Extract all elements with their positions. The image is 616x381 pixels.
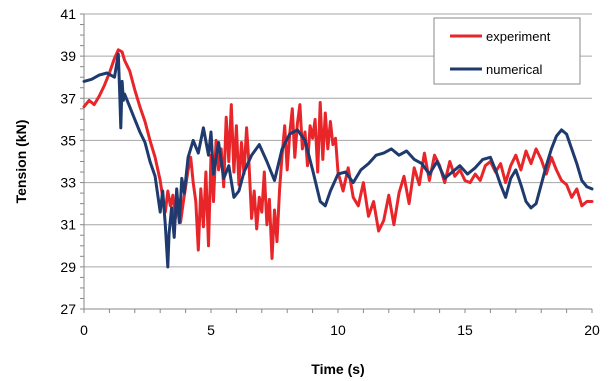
data-series: [82, 48, 594, 269]
y-tick-label: 31: [60, 217, 76, 233]
x-tick-label: 10: [330, 322, 346, 338]
series-line-numerical: [82, 52, 594, 269]
legend-box: [433, 17, 581, 85]
legend-label-experiment: experiment: [486, 29, 551, 44]
legend: experiment numerical: [433, 17, 581, 85]
y-tick-label: 33: [60, 175, 76, 191]
x-tick-label: 15: [457, 322, 473, 338]
x-axis-title: Time (s): [311, 361, 364, 377]
x-tick-label: 20: [584, 322, 600, 338]
y-axis-title: Tension (kN): [13, 120, 29, 204]
y-tick-label: 27: [60, 301, 76, 317]
y-tick-labels: 27 29 31 33 35 37 39 41: [60, 6, 76, 317]
y-tick-label: 29: [60, 259, 76, 275]
x-tick-label: 5: [207, 322, 215, 338]
minor-ticks: [80, 13, 593, 313]
x-tick-labels: 0 5 10 15 20: [80, 322, 600, 338]
legend-label-numerical: numerical: [486, 62, 542, 77]
y-tick-label: 37: [60, 90, 76, 106]
y-tick-label: 41: [60, 6, 76, 22]
x-tick-label: 0: [80, 322, 88, 338]
y-tick-label: 39: [60, 48, 76, 64]
y-tick-label: 35: [60, 132, 76, 148]
